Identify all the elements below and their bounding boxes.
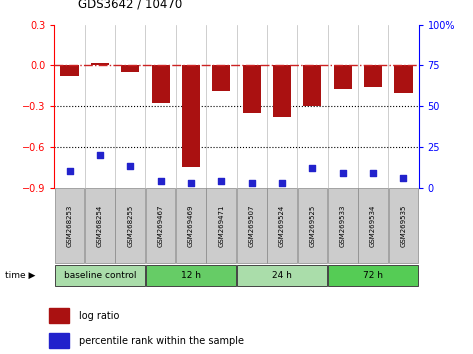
Point <box>339 170 347 176</box>
Point <box>187 180 195 185</box>
FancyBboxPatch shape <box>267 188 297 263</box>
Text: GSM269525: GSM269525 <box>309 205 315 247</box>
Point <box>96 152 104 158</box>
Bar <box>212 65 230 91</box>
Text: baseline control: baseline control <box>64 271 136 280</box>
Bar <box>303 65 322 106</box>
FancyBboxPatch shape <box>358 188 388 263</box>
Bar <box>49 333 69 348</box>
Text: GSM269534: GSM269534 <box>370 205 376 247</box>
Text: 72 h: 72 h <box>363 271 383 280</box>
FancyBboxPatch shape <box>115 188 145 263</box>
FancyBboxPatch shape <box>55 188 85 263</box>
Point <box>157 178 165 184</box>
Bar <box>273 65 291 117</box>
Text: 24 h: 24 h <box>272 271 292 280</box>
Text: GSM269469: GSM269469 <box>188 204 194 247</box>
FancyBboxPatch shape <box>237 188 267 263</box>
Bar <box>364 65 382 87</box>
FancyBboxPatch shape <box>388 188 418 263</box>
Text: percentile rank within the sample: percentile rank within the sample <box>79 336 244 346</box>
Bar <box>91 63 109 65</box>
Point <box>218 178 225 184</box>
Text: log ratio: log ratio <box>79 311 119 321</box>
Point <box>126 164 134 169</box>
Text: 12 h: 12 h <box>181 271 201 280</box>
Point <box>66 169 73 174</box>
Point <box>308 165 316 171</box>
Text: GSM268254: GSM268254 <box>97 205 103 247</box>
FancyBboxPatch shape <box>85 188 115 263</box>
FancyBboxPatch shape <box>146 265 236 286</box>
Bar <box>243 65 261 113</box>
Text: GSM269524: GSM269524 <box>279 205 285 247</box>
Text: GSM269467: GSM269467 <box>158 204 164 247</box>
Bar <box>49 308 69 323</box>
FancyBboxPatch shape <box>146 188 175 263</box>
FancyBboxPatch shape <box>176 188 206 263</box>
FancyBboxPatch shape <box>55 265 145 286</box>
Point <box>400 175 407 181</box>
FancyBboxPatch shape <box>328 188 358 263</box>
FancyBboxPatch shape <box>328 265 418 286</box>
Text: GSM269535: GSM269535 <box>401 205 406 247</box>
Text: GSM268255: GSM268255 <box>127 205 133 247</box>
Point <box>248 180 255 185</box>
Bar <box>394 65 412 93</box>
Point <box>278 180 286 185</box>
Bar <box>333 65 352 88</box>
Text: GSM269507: GSM269507 <box>249 204 254 247</box>
Bar <box>61 65 79 76</box>
FancyBboxPatch shape <box>206 188 236 263</box>
Text: time ▶: time ▶ <box>5 271 35 280</box>
Bar <box>151 65 170 103</box>
Text: GDS3642 / 10470: GDS3642 / 10470 <box>78 0 182 11</box>
Bar <box>121 65 140 72</box>
Text: GSM268253: GSM268253 <box>67 205 72 247</box>
Text: GSM269471: GSM269471 <box>219 204 224 247</box>
Point <box>369 170 377 176</box>
Bar <box>182 65 200 167</box>
FancyBboxPatch shape <box>237 265 327 286</box>
Text: GSM269533: GSM269533 <box>340 204 346 247</box>
FancyBboxPatch shape <box>298 188 327 263</box>
